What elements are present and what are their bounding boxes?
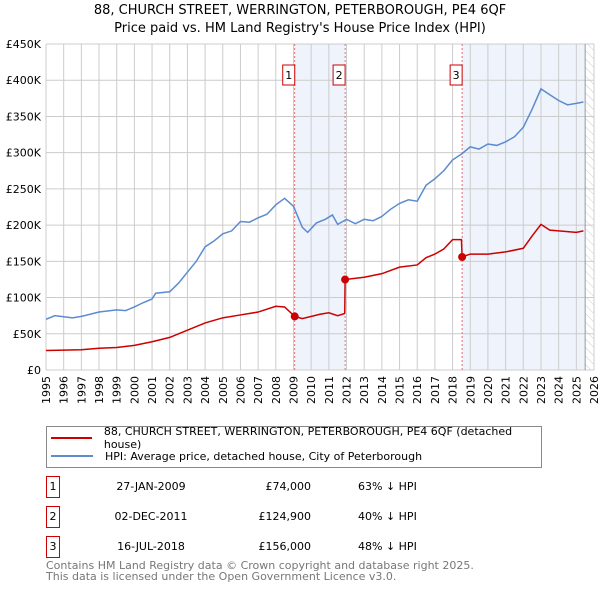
y-tick-label: £200K (6, 219, 42, 232)
price-chart: 1995 1996 1997 1998 1999 2000 2001 2002 2003 2004… (6, 38, 600, 404)
sale-point (341, 275, 350, 284)
x-tick-label: 2016 (411, 376, 424, 404)
subtitle-line: Price paid vs. HM Land Registry's House … (114, 21, 486, 36)
x-tick-label: 2015 (394, 376, 407, 404)
sale-point (458, 252, 467, 261)
footer: Contains HM Land Registry data © Crown c… (46, 560, 474, 582)
sale-hpi-diff: 40% ↓ HPI (358, 510, 417, 523)
legend-label: HPI: Average price, detached house, City… (105, 449, 423, 463)
x-tick-label: 1996 (58, 376, 71, 404)
sale-point (290, 312, 299, 321)
sale-marker-label: 3 (453, 69, 460, 82)
x-tick-label: 2005 (217, 376, 230, 404)
x-tick-label: 2006 (234, 376, 247, 404)
chart-title: 88, CHURCH STREET, WERRINGTON, PETERBORO… (0, 2, 600, 38)
legend-blue-line (51, 455, 93, 457)
sale-number: 2 (46, 506, 60, 528)
y-tick-label: £0 (27, 364, 41, 377)
footer-copyright: Contains HM Land Registry data © Crown c… (46, 559, 474, 572)
x-tick-label: 2001 (146, 376, 159, 404)
x-tick-label: 1995 (40, 376, 53, 404)
x-tick-label: 2020 (482, 376, 495, 404)
y-tick-label: £250K (6, 183, 42, 196)
sale-price: £156,000 (258, 540, 312, 553)
x-tick-label: 2010 (305, 376, 318, 404)
legend-item-property: 88, CHURCH STREET, WERRINGTON, PETERBORO… (51, 425, 541, 451)
footer-licence: This data is licensed under the Open Gov… (46, 570, 397, 583)
x-tick-label: 2025 (570, 376, 583, 404)
y-tick-label: £150K (6, 255, 42, 268)
sale-marker-box (449, 64, 463, 86)
sale-hpi-diff: 63% ↓ HPI (358, 480, 417, 493)
sale-date: 16-JUL-2018 (117, 540, 185, 553)
title-line: 88, CHURCH STREET, WERRINGTON, PETERBORO… (93, 3, 507, 18)
y-tick-label: £50K (13, 328, 42, 341)
sale-price: £124,900 (258, 510, 312, 523)
x-tick-label: 1997 (75, 376, 88, 404)
shaded-region (294, 44, 346, 370)
x-tick-label: 2017 (429, 376, 442, 404)
sale-row: 1 27-JAN-2009 £74,000 63% ↓ HPI (46, 476, 446, 498)
x-tick-label: 2013 (358, 376, 371, 404)
y-tick-label: £100K (6, 292, 42, 305)
y-tick-label: £400K (6, 74, 42, 87)
x-tick-label: 1999 (111, 376, 124, 404)
x-tick-label: 2003 (181, 376, 194, 404)
sale-number: 1 (46, 476, 60, 498)
sale-price: £74,000 (265, 480, 312, 493)
legend-label: 88, CHURCH STREET, WERRINGTON, PETERBORO… (103, 425, 513, 451)
y-tick-label: £300K (6, 147, 42, 160)
sale-marker-box (332, 64, 346, 86)
x-tick-label: 2019 (464, 376, 477, 404)
x-tick-label: 2012 (341, 376, 354, 404)
y-tick-label: £350K (6, 110, 42, 123)
x-tick-label: 2008 (270, 376, 283, 404)
x-tick-label: 2022 (517, 376, 530, 404)
sale-hpi-diff: 48% ↓ HPI (358, 540, 417, 553)
y-tick-label: £450K (6, 38, 42, 51)
sale-marker-box (282, 64, 296, 86)
sale-marker-label: 2 (336, 69, 343, 82)
x-tick-label: 2009 (287, 376, 300, 404)
forecast-hatch (585, 44, 594, 370)
sale-date: 27-JAN-2009 (116, 480, 186, 493)
x-tick-label: 2000 (128, 376, 141, 404)
x-tick-label: 2007 (252, 376, 265, 404)
x-tick-label: 2023 (535, 376, 548, 404)
x-tick-label: 2011 (323, 376, 336, 404)
x-tick-label: 2018 (447, 376, 460, 404)
x-tick-label: 2002 (164, 376, 177, 404)
sale-date: 02-DEC-2011 (114, 510, 188, 523)
hpi-series-line (45, 87, 584, 320)
x-tick-label: 2026 (588, 376, 600, 404)
x-tick-label: 1998 (93, 376, 106, 404)
legend-red-line (51, 437, 92, 439)
sale-marker-label: 1 (285, 69, 292, 82)
sale-number: 3 (46, 536, 60, 558)
legend-item-hpi: HPI: Average price, detached house, City… (51, 448, 422, 464)
sale-row: 3 16-JUL-2018 £156,000 48% ↓ HPI (46, 536, 446, 558)
sale-row: 2 02-DEC-2011 £124,900 40% ↓ HPI (46, 506, 446, 528)
x-tick-label: 2014 (376, 376, 389, 404)
x-tick-label: 2021 (500, 376, 513, 404)
x-tick-label: 2004 (199, 376, 212, 404)
x-tick-label: 2024 (553, 376, 566, 404)
legend: 88, CHURCH STREET, WERRINGTON, PETERBORO… (46, 425, 542, 468)
